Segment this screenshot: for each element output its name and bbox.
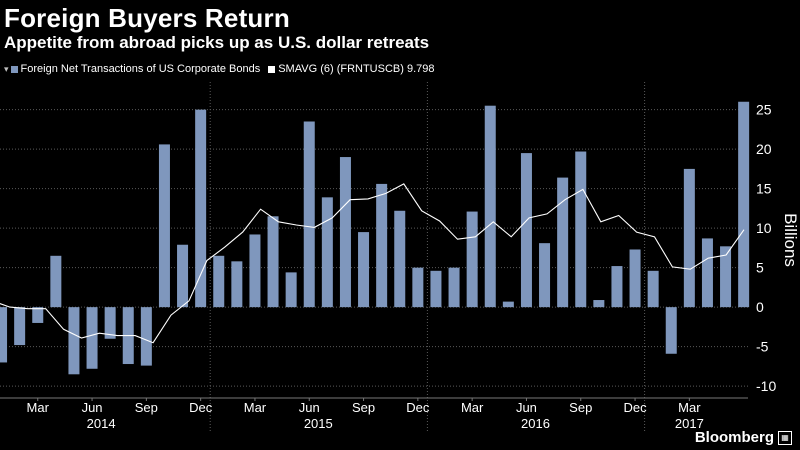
bar	[466, 211, 478, 308]
legend-line-swatch	[268, 65, 276, 73]
x-tick-label: Jun	[516, 400, 537, 415]
bar	[575, 151, 587, 308]
y-tick-label: 15	[756, 181, 772, 197]
brand-icon: ▦	[778, 430, 792, 445]
x-tick-label: Mar	[678, 400, 701, 415]
year-label: 2017	[675, 416, 704, 431]
bar	[231, 261, 243, 308]
bar	[448, 267, 460, 308]
bar	[303, 121, 315, 308]
y-axis-title: Billions	[781, 213, 800, 267]
bar	[484, 105, 496, 308]
bar	[50, 255, 62, 308]
bar	[701, 238, 713, 308]
brand-logo: Bloomberg ▦	[695, 429, 792, 446]
x-tick-label: Sep	[135, 400, 158, 415]
bar	[629, 249, 641, 308]
bar	[720, 246, 732, 308]
bar	[430, 270, 442, 308]
bar	[412, 267, 424, 308]
x-tick-label: Sep	[352, 400, 375, 415]
bar	[358, 232, 370, 308]
legend-line-label: SMAVG (6) (FRNTUSCB) 9.798	[278, 63, 435, 75]
legend-bar-swatch	[10, 65, 18, 73]
chart-title: Foreign Buyers Return	[4, 3, 290, 33]
x-tick-label: Sep	[569, 400, 592, 415]
bar	[321, 197, 333, 308]
x-tick-label: Jun	[299, 400, 320, 415]
bar	[611, 266, 623, 308]
bar	[249, 234, 261, 308]
x-tick-label: Dec	[189, 400, 213, 415]
bar	[738, 101, 750, 308]
bar	[520, 153, 532, 308]
bar	[32, 307, 44, 323]
bar	[539, 243, 551, 308]
y-tick-label: -5	[756, 339, 769, 355]
x-tick-label: Mar	[244, 400, 267, 415]
bar	[140, 307, 152, 366]
x-tick-label: Mar	[27, 400, 50, 415]
bar	[376, 183, 388, 308]
legend-bar-label: Foreign Net Transactions of US Corporate…	[20, 63, 261, 75]
x-tick-label: Dec	[406, 400, 430, 415]
y-tick-label: 5	[756, 260, 764, 276]
moving-average-line	[0, 183, 745, 344]
brand-name: Bloomberg	[694, 429, 774, 446]
bar	[683, 168, 695, 308]
bar	[285, 272, 297, 308]
year-label: 2014	[87, 416, 116, 431]
year-label: 2015	[304, 416, 333, 431]
bar	[14, 307, 26, 346]
bar	[267, 216, 279, 308]
bar	[158, 144, 170, 308]
bar	[665, 307, 677, 354]
bar	[0, 307, 8, 363]
x-tick-label: Jun	[82, 400, 103, 415]
bar	[557, 177, 569, 308]
legend-item-bars[interactable]: ▾ Foreign Net Transactions of US Corpora…	[4, 63, 260, 75]
x-tick-label: Dec	[623, 400, 647, 415]
year-label: 2016	[521, 416, 550, 431]
bar	[195, 109, 207, 308]
bar	[68, 307, 80, 375]
y-tick-label: 25	[756, 102, 772, 118]
legend-menu-icon: ▾	[4, 63, 9, 74]
bar	[213, 255, 225, 308]
bar	[502, 301, 514, 308]
bar	[86, 307, 98, 369]
y-tick-label: -10	[756, 378, 776, 394]
y-tick-label: 0	[756, 299, 764, 315]
bar	[177, 244, 189, 308]
bar	[647, 270, 659, 308]
bar	[394, 210, 406, 308]
chart-subtitle: Appetite from abroad picks up as U.S. do…	[4, 33, 430, 52]
x-tick-label: Mar	[461, 400, 484, 415]
bar	[104, 307, 116, 339]
bar	[593, 300, 605, 308]
y-tick-label: 10	[756, 220, 772, 236]
legend: ▾ Foreign Net Transactions of US Corpora…	[4, 61, 443, 77]
legend-item-line[interactable]: SMAVG (6) (FRNTUSCB) 9.798	[268, 63, 435, 75]
y-tick-label: 20	[756, 141, 772, 157]
bar	[339, 157, 351, 308]
